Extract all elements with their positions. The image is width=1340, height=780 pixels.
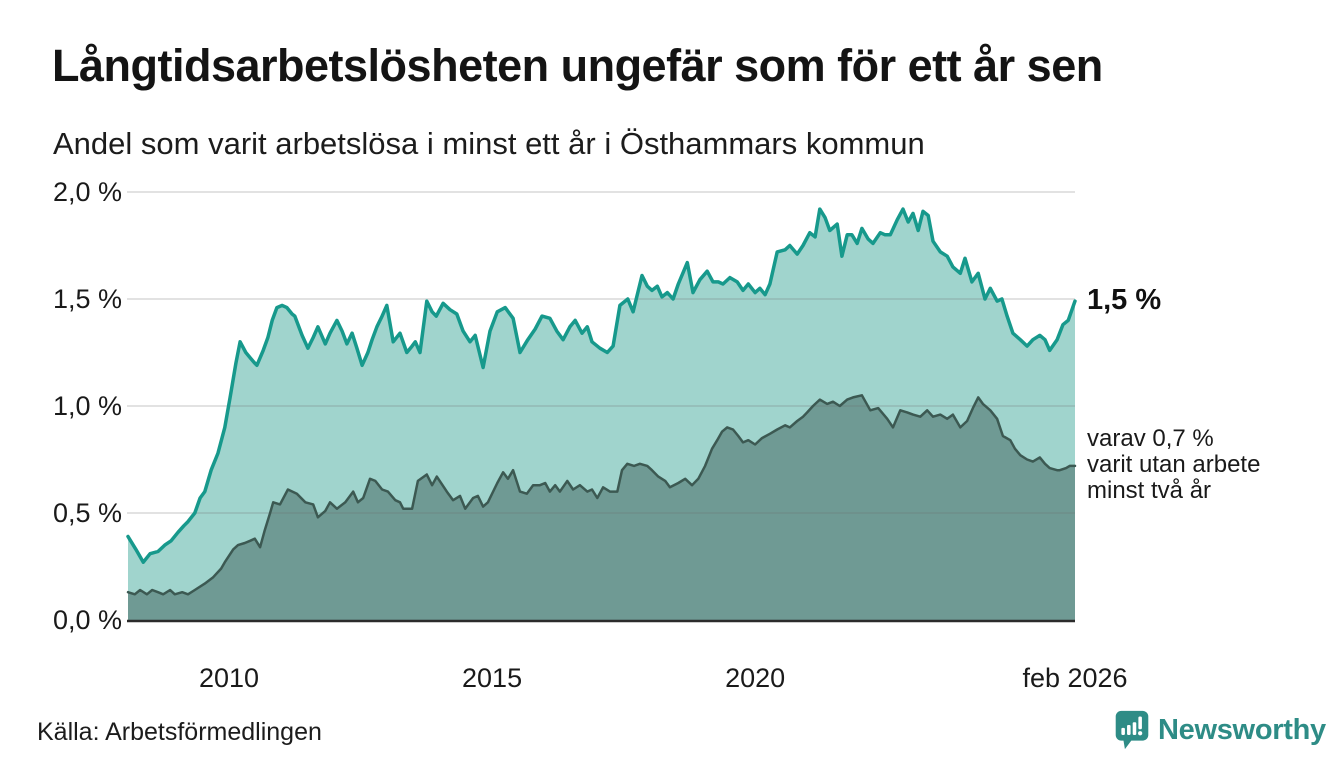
y-tick-label: 2,0 % bbox=[52, 177, 122, 207]
page-subtitle: Andel som varit arbetslösa i minst ett å… bbox=[53, 126, 925, 161]
x-tick-label: feb 2026 bbox=[1022, 663, 1128, 693]
source-attribution: Källa: Arbetsförmedlingen bbox=[37, 718, 322, 746]
newsworthy-logo-icon bbox=[1115, 710, 1149, 750]
y-tick-label: 0,5 % bbox=[52, 498, 122, 528]
series-end-label-line: varit utan arbete bbox=[1087, 450, 1261, 478]
x-tick-label: 2015 bbox=[462, 663, 523, 693]
line-one-year bbox=[126, 207, 1077, 564]
newsworthy-brand: Newsworthy bbox=[1115, 710, 1326, 750]
series-end-label-line: varav 0,7 % bbox=[1087, 424, 1214, 452]
series-end-label-line: minst två år bbox=[1087, 476, 1212, 504]
series-end-label-two-years: varav 0,7 % varit utan arbete minst två … bbox=[1087, 424, 1261, 504]
page-title: Långtidsarbetslösheten ungefär som för e… bbox=[52, 40, 1103, 91]
line-two-years bbox=[126, 394, 1077, 596]
y-tick-label: 1,0 % bbox=[52, 391, 122, 421]
series-end-label-one-year: 1,5 % bbox=[1087, 284, 1162, 317]
area-fill-two-years bbox=[128, 395, 1075, 620]
y-tick-label: 0,0 % bbox=[52, 605, 122, 635]
y-tick-label: 1,5 % bbox=[52, 284, 122, 314]
x-tick-label: 2020 bbox=[725, 663, 786, 693]
x-tick-label: 2010 bbox=[198, 663, 260, 693]
newsworthy-wordmark: Newsworthy bbox=[1158, 713, 1326, 746]
